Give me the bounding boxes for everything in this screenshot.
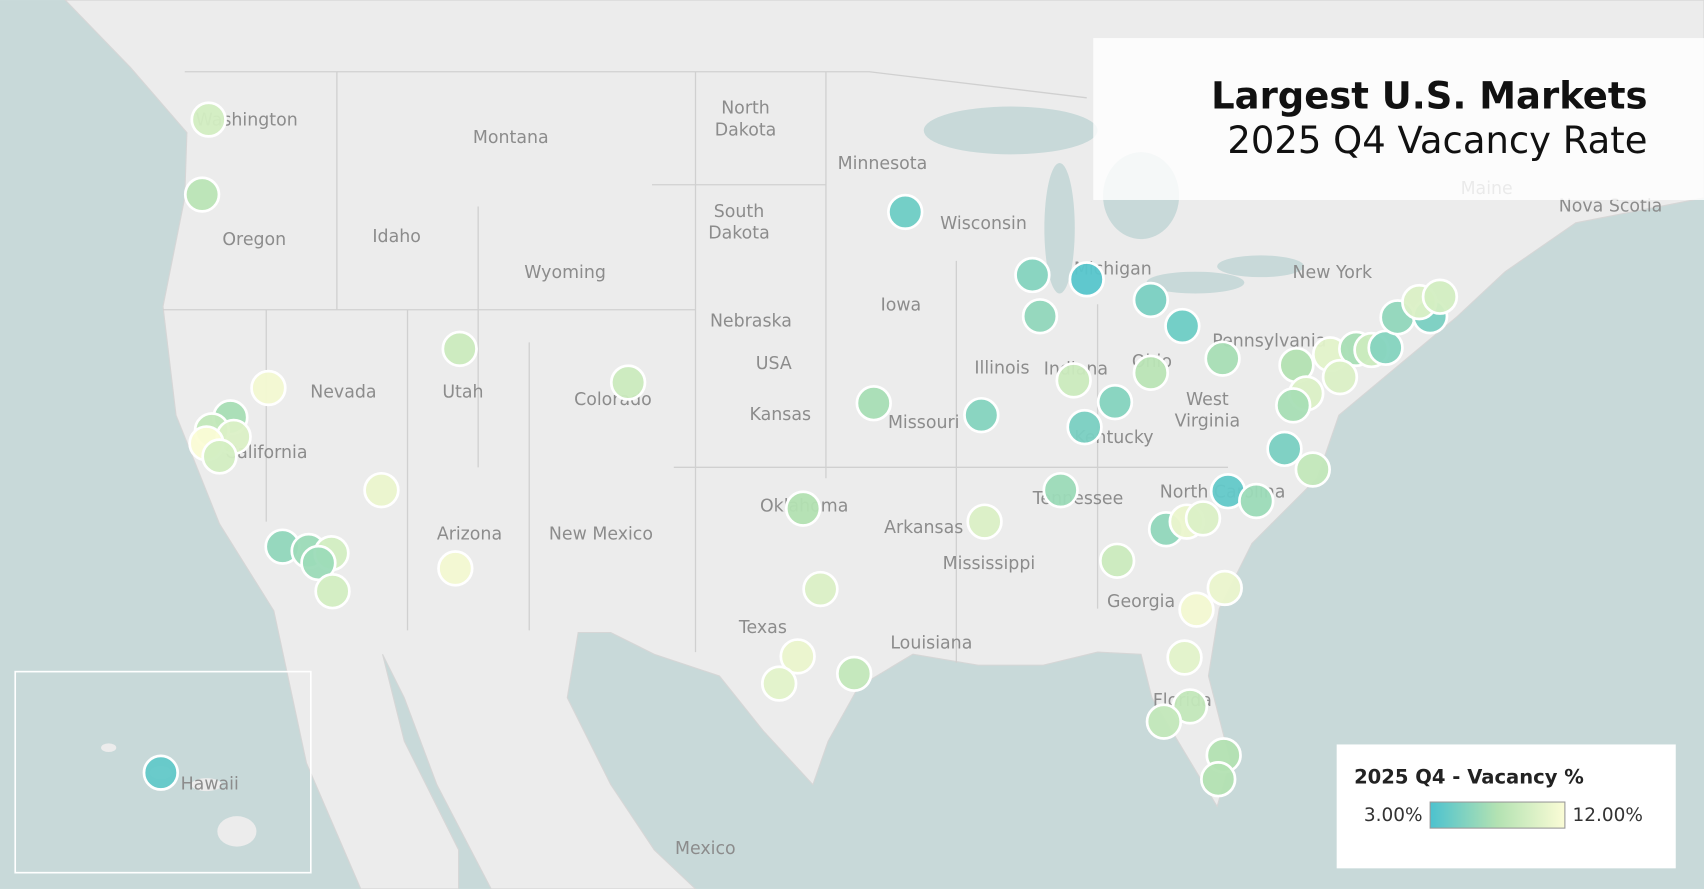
market-marker — [1021, 298, 1059, 335]
map-label: West — [1186, 390, 1229, 410]
market-marker — [887, 193, 924, 231]
title: Largest U.S. Markets — [1211, 74, 1647, 117]
market-marker — [314, 573, 351, 610]
market-marker — [1068, 261, 1105, 298]
legend-max: 12.00% — [1573, 805, 1643, 826]
map-label: Texas — [738, 618, 787, 638]
title-box — [1093, 38, 1704, 200]
map-label: Virginia — [1175, 412, 1241, 432]
map-label: Utah — [442, 382, 483, 402]
market-marker — [1200, 761, 1237, 798]
lakes — [923, 106, 1305, 294]
market-marker — [1206, 569, 1243, 607]
market-marker — [1294, 451, 1331, 488]
market-marker — [1132, 354, 1170, 391]
market-marker — [963, 396, 1000, 434]
market-marker — [784, 490, 822, 527]
map-label: Minnesota — [838, 154, 928, 174]
map-label: Nebraska — [710, 312, 792, 332]
map-label: New York — [1293, 263, 1373, 283]
market-marker — [1145, 703, 1183, 740]
map-label: USA — [756, 354, 792, 374]
map-label: Dakota — [708, 224, 770, 244]
map-label: Pennsylvania — [1212, 331, 1326, 351]
market-marker — [1178, 591, 1215, 628]
market-marker — [1204, 340, 1241, 377]
map-label: Mexico — [675, 839, 736, 859]
markers — [142, 101, 1459, 798]
market-marker — [835, 655, 873, 693]
market-marker — [183, 176, 221, 213]
map-label: Hawaii — [181, 775, 239, 795]
legend-colorbar — [1429, 801, 1566, 829]
map-label: Missouri — [888, 413, 960, 433]
market-marker — [250, 369, 287, 407]
market-marker — [1238, 482, 1275, 520]
market-marker — [190, 101, 227, 138]
market-marker — [363, 471, 400, 509]
map-label: North — [721, 99, 770, 119]
market-marker — [1321, 358, 1359, 396]
market-marker — [966, 503, 1003, 540]
map-label: Dakota — [715, 120, 777, 140]
market-marker — [1014, 256, 1051, 294]
map-label: Nova Scotia — [1559, 197, 1663, 217]
subtitle: 2025 Q4 Vacancy Rate — [1227, 119, 1647, 162]
market-marker — [142, 754, 180, 791]
map-label: Montana — [473, 128, 549, 148]
map-label: Oregon — [222, 230, 286, 250]
map-label: New Mexico — [549, 525, 653, 545]
market-marker — [1421, 278, 1459, 315]
market-marker — [1096, 383, 1134, 421]
market-marker — [1042, 471, 1079, 509]
market-marker — [1066, 408, 1103, 446]
legend-min: 3.00% — [1364, 805, 1423, 826]
market-marker — [1164, 307, 1201, 345]
market-marker — [1275, 387, 1312, 424]
map-label: Arkansas — [884, 518, 963, 538]
map-label: Idaho — [372, 227, 420, 247]
market-marker — [437, 550, 474, 587]
map-label: Nevada — [310, 382, 376, 402]
market-marker — [441, 330, 478, 368]
map-label: Mississippi — [943, 554, 1036, 574]
map-label: Georgia — [1107, 592, 1175, 612]
legend-title: 2025 Q4 - Vacancy % — [1354, 766, 1584, 789]
market-marker — [609, 364, 647, 401]
borders — [163, 71, 1229, 663]
map-label: Kansas — [750, 405, 812, 425]
map-label: Iowa — [881, 295, 922, 315]
market-marker — [802, 570, 839, 608]
map-label: Arizona — [437, 525, 502, 545]
market-marker — [1166, 639, 1203, 676]
market-marker — [760, 665, 798, 702]
market-marker — [1184, 500, 1222, 537]
market-marker — [1132, 281, 1170, 319]
map-label: Wyoming — [524, 263, 606, 283]
market-marker — [1266, 430, 1303, 468]
market-marker — [1098, 542, 1136, 579]
map-label: Wisconsin — [940, 214, 1027, 234]
hawaii-inset — [14, 670, 312, 874]
map-label: South — [714, 202, 765, 222]
map-label: Louisiana — [890, 633, 972, 653]
market-marker — [779, 638, 816, 675]
market-marker — [1367, 329, 1404, 366]
market-marker — [1055, 362, 1092, 399]
market-marker — [201, 438, 238, 475]
land — [64, 0, 1704, 889]
map-label: Illinois — [974, 358, 1029, 378]
market-marker — [855, 385, 892, 422]
